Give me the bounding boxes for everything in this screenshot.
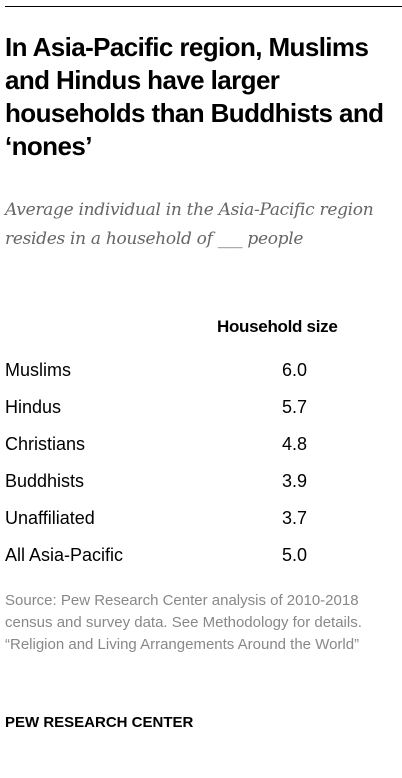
table-row: Muslims 6.0 (0, 352, 402, 389)
row-label: Christians (5, 434, 86, 454)
column-header: Household size (217, 317, 338, 336)
row-label: Unaffiliated (5, 508, 95, 528)
source-text: Source: Pew Research Center analysis of … (5, 592, 362, 631)
footer-brand: PEW RESEARCH CENTER (5, 714, 194, 731)
report-title: “Religion and Living Arrangements Around… (5, 636, 360, 653)
top-rule (5, 6, 402, 7)
row-value: 6.0 (282, 360, 308, 380)
row-value: 5.7 (282, 397, 308, 417)
table-row: Christians 4.8 (0, 426, 402, 463)
row-label: Hindus (5, 397, 62, 417)
table-row: All Asia-Pacific 5.0 (0, 537, 402, 574)
source-note: Source: Pew Research Center analysis of … (5, 590, 397, 656)
row-value: 3.7 (282, 508, 308, 528)
row-value: 5.0 (282, 545, 308, 565)
chart-subtitle: Average individual in the Asia-Pacific r… (5, 200, 374, 249)
row-label: Buddhists (5, 471, 85, 491)
table-row: Unaffiliated 3.7 (0, 500, 402, 537)
table-row: Hindus 5.7 (0, 389, 402, 426)
row-label: Muslims (5, 360, 71, 380)
chart-title: In Asia-Pacific region, Muslims and Hind… (5, 32, 384, 161)
table-row: Buddhists 3.9 (0, 463, 402, 500)
row-value: 4.8 (282, 434, 308, 454)
row-value: 3.9 (282, 471, 308, 491)
row-label: All Asia-Pacific (5, 545, 124, 565)
